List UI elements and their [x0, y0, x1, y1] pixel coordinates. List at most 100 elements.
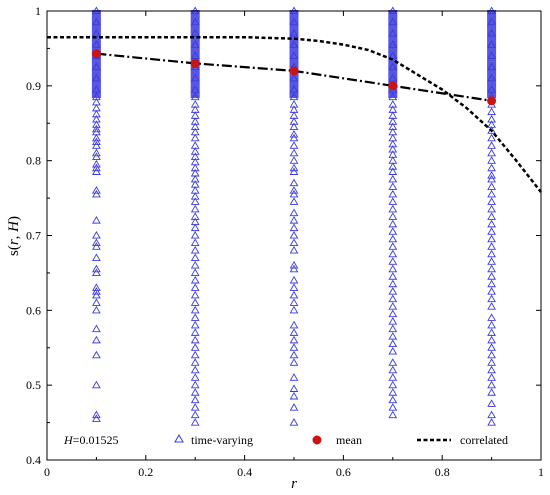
time-varying-point: [190, 204, 200, 213]
time-varying-point: [487, 350, 496, 359]
time-varying-point: [190, 298, 200, 306]
time-varying-point: [92, 92, 101, 101]
legend-parameter: H=0.01525: [63, 433, 118, 447]
time-varying-point: [388, 279, 398, 288]
time-varying-point: [289, 40, 299, 48]
time-varying-point: [388, 380, 398, 389]
y-tick-label: 0.5: [26, 378, 41, 392]
time-varying-point: [487, 163, 496, 172]
time-varying-point: [190, 152, 200, 160]
legend-mean-marker: [312, 435, 322, 445]
time-varying-point: [289, 320, 299, 329]
x-tick-label: 0.4: [237, 465, 252, 479]
time-varying-point: [388, 144, 398, 153]
time-varying-point: [92, 120, 101, 128]
time-varying-point: [388, 403, 398, 411]
time-varying-point: [92, 253, 101, 261]
time-varying-point: [92, 410, 101, 419]
time-varying-point: [289, 418, 299, 426]
time-varying-point: [289, 350, 299, 359]
mean-point: [190, 58, 200, 68]
time-varying-point: [190, 238, 200, 247]
time-varying-point: [388, 174, 398, 183]
time-varying-point: [92, 124, 101, 133]
time-varying-point: [487, 257, 496, 265]
time-varying-point: [190, 73, 200, 82]
mean-point: [388, 81, 398, 91]
time-varying-point: [190, 403, 200, 411]
time-varying-point: [92, 159, 101, 168]
legend-mean-label: mean: [336, 433, 362, 447]
time-varying-point: [289, 17, 299, 26]
y-tick-label: 0.6: [26, 303, 41, 317]
y-tick-label: 0.7: [26, 229, 41, 243]
time-varying-point: [487, 365, 496, 374]
time-varying-point: [92, 231, 101, 239]
time-varying-point: [92, 189, 101, 198]
time-varying-point: [92, 283, 101, 291]
time-varying-point: [487, 182, 496, 190]
time-varying-point: [190, 410, 200, 419]
time-varying-point: [487, 313, 496, 321]
time-varying-point: [487, 189, 496, 198]
time-varying-point: [388, 294, 398, 303]
time-varying-point: [92, 335, 101, 344]
time-varying-point: [289, 403, 299, 411]
time-varying-point: [289, 92, 299, 101]
time-varying-point: [487, 156, 496, 164]
time-varying-point: [388, 40, 398, 48]
time-varying-point: [289, 178, 299, 187]
time-varying-point: [487, 227, 496, 235]
time-varying-point: [190, 373, 200, 381]
time-varying-point: [289, 391, 299, 400]
time-varying-point: [92, 380, 101, 389]
time-varying-point: [388, 28, 398, 37]
time-varying-point: [388, 272, 398, 280]
time-varying-point: [190, 40, 200, 48]
time-varying-point: [388, 73, 398, 82]
time-varying-point: [289, 141, 299, 149]
x-tick-label: 1: [538, 465, 544, 479]
time-varying-point: [487, 141, 496, 149]
time-varying-point: [487, 197, 496, 205]
time-varying-point: [289, 167, 299, 175]
time-varying-point: [388, 302, 398, 310]
time-varying-point: [388, 317, 398, 325]
time-varying-point: [289, 260, 299, 269]
time-varying-point: [190, 418, 200, 426]
time-varying-point: [190, 212, 200, 220]
time-varying-point: [487, 40, 496, 48]
time-varying-point: [190, 365, 200, 374]
time-varying-point: [190, 231, 200, 239]
time-varying-point: [92, 414, 101, 422]
time-varying-point: [289, 129, 299, 138]
y-title-pre: s(: [6, 245, 22, 256]
time-varying-point: [92, 305, 101, 314]
time-varying-point: [190, 305, 200, 314]
time-varying-point: [487, 174, 496, 183]
time-varying-point: [388, 117, 398, 125]
time-varying-point: [487, 373, 496, 381]
time-varying-point: [190, 197, 200, 205]
time-varying-point: [487, 388, 496, 396]
time-varying-point: [388, 92, 398, 101]
time-varying-point: [190, 358, 200, 366]
time-varying-point: [190, 320, 200, 329]
time-varying-point: [190, 85, 200, 93]
time-varying-point: [487, 328, 496, 336]
time-varying-point: [487, 28, 496, 37]
time-varying-point: [190, 335, 200, 344]
time-varying-dense-band: [289, 10, 299, 99]
time-varying-point: [190, 122, 200, 131]
time-varying-point: [190, 328, 200, 336]
time-varying-point: [388, 287, 398, 295]
legend-time-varying-marker: [174, 433, 184, 443]
time-varying-point: [92, 137, 101, 146]
time-varying-point: [92, 133, 101, 142]
y-axis-title: s(r, H): [6, 216, 22, 256]
time-varying-point: [487, 294, 496, 303]
y-tick-label: 1: [35, 4, 41, 18]
x-axis-title: r: [291, 476, 297, 492]
legend: H=0.01525 time-varying mean correlated: [63, 433, 508, 447]
time-varying-point: [190, 192, 200, 200]
